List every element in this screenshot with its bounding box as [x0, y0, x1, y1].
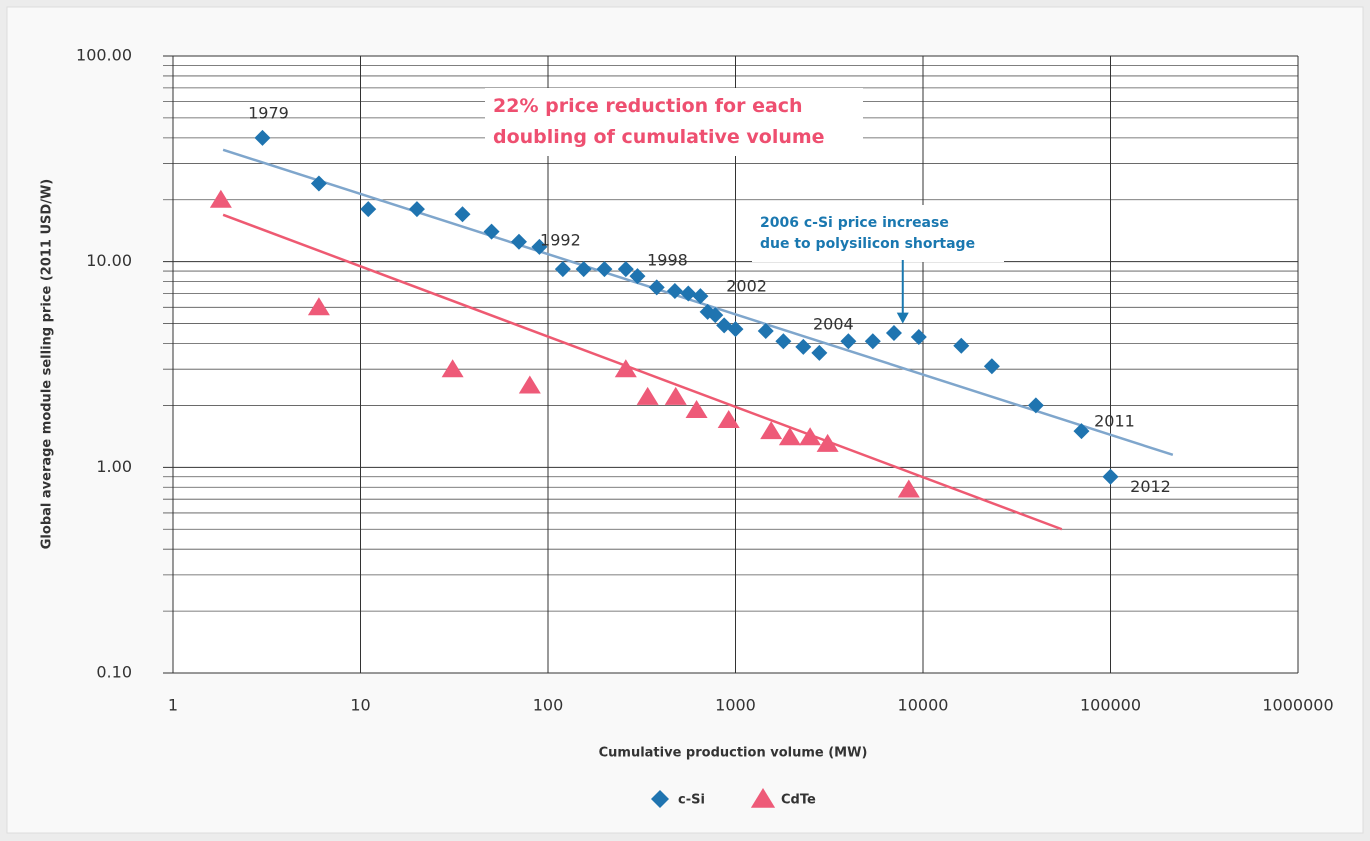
point [1073, 423, 1090, 440]
point [454, 206, 471, 223]
point [897, 479, 920, 498]
annotation-arrowhead [896, 312, 909, 324]
point [983, 358, 1000, 375]
point [1027, 397, 1044, 414]
point [799, 427, 822, 446]
point-label: 1979 [248, 103, 289, 122]
point-label: 2012 [1130, 477, 1171, 496]
point [617, 261, 634, 278]
legend-marker [750, 788, 776, 808]
annotation-text: due to polysilicon shortage [760, 236, 975, 252]
y-tick-label: 10.00 [86, 251, 132, 270]
point [360, 201, 377, 218]
point [717, 409, 740, 428]
point-label: 2011 [1094, 412, 1135, 431]
annotation-text: 2006 c-Si price increase [760, 215, 949, 231]
point [775, 333, 792, 350]
point [666, 283, 683, 300]
annotation-box [752, 205, 1004, 262]
point [840, 333, 857, 350]
point [727, 321, 744, 338]
x-tick-label: 100000 [1080, 696, 1141, 715]
point [811, 344, 828, 361]
annotation-text: 22% price reduction for each [493, 95, 803, 117]
point [1102, 468, 1119, 485]
point [685, 400, 708, 419]
point [795, 338, 812, 355]
point [518, 375, 541, 394]
point [441, 359, 464, 378]
point [692, 288, 709, 305]
point [575, 261, 592, 278]
point [596, 261, 613, 278]
point [209, 189, 232, 208]
point-label: 1998 [647, 251, 688, 270]
point [408, 201, 425, 218]
point [953, 337, 970, 354]
point [707, 307, 724, 324]
x-tick-label: 1000 [715, 696, 756, 715]
point [778, 427, 801, 446]
annotation-text: doubling of cumulative volume [493, 126, 825, 148]
point-label: 1992 [540, 230, 581, 249]
point [510, 233, 527, 250]
point [483, 223, 500, 240]
x-tick-label: 1 [168, 696, 178, 715]
point-label: 2002 [726, 276, 767, 295]
x-tick-label: 100 [533, 696, 564, 715]
point [757, 323, 774, 340]
point [648, 279, 665, 296]
trend-line [222, 213, 1063, 531]
point [310, 175, 327, 192]
point [254, 129, 271, 146]
y-axis-label: Global average module selling price (201… [40, 179, 55, 549]
y-tick-label: 1.00 [96, 457, 132, 476]
y-tick-label: 0.10 [96, 663, 132, 682]
point [760, 421, 783, 440]
x-tick-label: 1000000 [1262, 696, 1333, 715]
trend-line [222, 148, 1174, 457]
point [664, 386, 687, 405]
point [864, 333, 881, 350]
point [910, 329, 927, 346]
point-label: 2004 [813, 314, 854, 333]
annotation-box [485, 88, 863, 156]
point [885, 324, 902, 341]
x-tick-label: 10 [350, 696, 370, 715]
legend-marker [651, 790, 669, 808]
point [307, 297, 330, 316]
point [614, 359, 637, 378]
point [680, 285, 697, 302]
point [531, 238, 548, 255]
x-axis-label: Cumulative production volume (MW) [599, 746, 868, 761]
point [636, 386, 659, 405]
point [629, 268, 646, 285]
legend-label: CdTe [781, 793, 816, 808]
x-tick-label: 10000 [898, 696, 949, 715]
point [816, 433, 839, 452]
y-tick-label: 100.00 [76, 46, 132, 65]
point [554, 261, 571, 278]
legend-label: c-Si [678, 793, 705, 808]
